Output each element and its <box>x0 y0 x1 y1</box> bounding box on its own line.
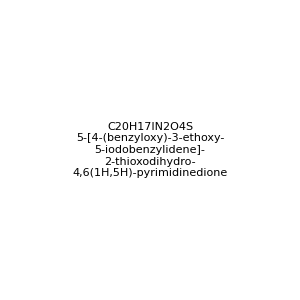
Text: C20H17IN2O4S
5-[4-(benzyloxy)-3-ethoxy-
5-iodobenzylidene]-
2-thioxodihydro-
4,6: C20H17IN2O4S 5-[4-(benzyloxy)-3-ethoxy- … <box>72 122 228 178</box>
